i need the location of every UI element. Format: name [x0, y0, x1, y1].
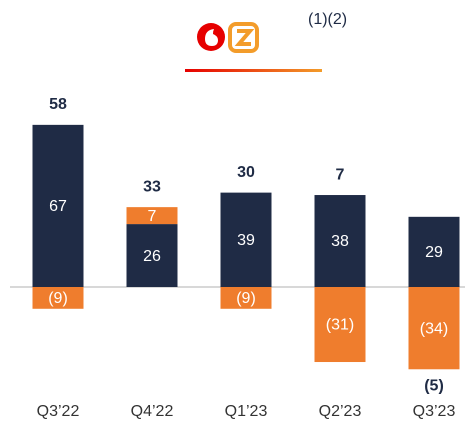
bar-segment: [32, 287, 84, 309]
segment-label: 29: [425, 244, 443, 261]
bar-segment: [408, 216, 460, 287]
segment-label: (31): [326, 317, 354, 334]
x-tick-label: Q3’22: [37, 403, 80, 420]
total-label: 33: [143, 178, 161, 195]
x-tick-label: Q3’23: [413, 403, 456, 420]
bar-segment: [408, 287, 460, 370]
bar-segment: [32, 124, 84, 287]
bar-segment: [314, 287, 366, 363]
logo-underline: [185, 69, 322, 72]
bar-segment: [126, 207, 178, 225]
logo-ziggo: [228, 22, 259, 53]
bar-segment: [220, 287, 272, 309]
bar-segment: [126, 224, 178, 287]
footnote-ref: (1)(2): [308, 11, 347, 28]
segment-label: 67: [49, 198, 67, 215]
total-label: 58: [49, 96, 67, 113]
total-label: 30: [237, 164, 255, 181]
total-label: 7: [336, 166, 345, 183]
bar-segment: [220, 192, 272, 287]
segment-label: 26: [143, 248, 161, 265]
segment-label: 7: [148, 208, 157, 225]
segment-label: (9): [48, 290, 68, 307]
x-tick-label: Q4’22: [131, 403, 174, 420]
x-tick-label: Q1’23: [225, 403, 268, 420]
segment-label: 38: [331, 233, 349, 250]
segment-label: (9): [236, 290, 256, 307]
bar-segment: [314, 195, 366, 287]
total-label: (5): [424, 377, 444, 394]
x-tick-label: Q2’23: [319, 403, 362, 420]
segment-label: (34): [420, 320, 448, 337]
segment-label: 39: [237, 232, 255, 249]
logo-vodafone: [197, 23, 225, 51]
